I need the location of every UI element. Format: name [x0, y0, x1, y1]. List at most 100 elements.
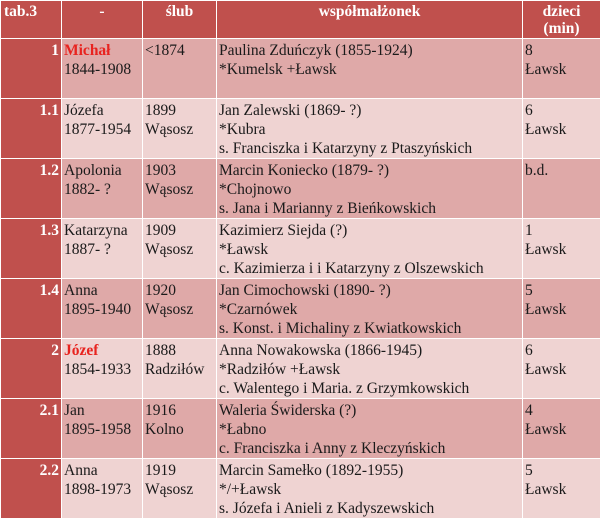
- spouse-parents: [219, 79, 520, 98]
- children-cell: 5 Ławsk: [523, 459, 600, 519]
- row-index: 1.1: [1, 99, 62, 159]
- person-name: Józefa: [64, 101, 140, 120]
- row-index: 2.1: [1, 399, 62, 459]
- table-row: 2.1 Jan 1895-1958 1916 Kolno Waleria Świ…: [1, 399, 600, 459]
- children-cell: b.d.: [523, 159, 600, 219]
- children-place: Ławsk: [525, 480, 598, 499]
- spouse-detail: *Kubra: [219, 120, 520, 139]
- person-name: Jan: [64, 401, 140, 420]
- spouse-parents: c. Kazimierza i i Katarzyny z Olszewskic…: [219, 259, 520, 278]
- person-name: Józef: [64, 341, 140, 360]
- children-place: Ławsk: [525, 120, 598, 139]
- person-cell: Anna 1895-1940: [62, 279, 143, 339]
- children-count: 8: [525, 41, 598, 60]
- spouse-parents: s. Konst. i Michaliny z Kwiatkowskich: [219, 319, 520, 338]
- spouse-cell: Marcin Koniecko (1879- ?) *Chojnowo s. J…: [217, 159, 523, 219]
- spouse-detail: *Chojnowo: [219, 180, 520, 199]
- spouse-cell: Waleria Świderska (?) *Łabno c. Francisz…: [217, 399, 523, 459]
- marriage-place: Wąsosz: [145, 300, 214, 319]
- header-marriage: ślub: [143, 1, 217, 39]
- person-years: 1887- ?: [64, 240, 140, 259]
- row-index: 1.2: [1, 159, 62, 219]
- spouse-cell: Kazimierz Siejda (?) *Ławsk c. Kazimierz…: [217, 219, 523, 279]
- children-place: Ławsk: [525, 240, 598, 259]
- table-row: 1.2 Apolonia 1882- ? 1903 Wąsosz Marcin …: [1, 159, 600, 219]
- children-count: 6: [525, 341, 598, 360]
- header-row: tab.3 - ślub współmałżonek dzieci (min): [1, 1, 600, 39]
- spouse-name: Jan Cimochowski (1890- ?): [219, 281, 520, 300]
- marriage-cell: <1874: [143, 39, 217, 99]
- person-name: Anna: [64, 461, 140, 480]
- spouse-cell: Marcin Samełko (1892-1955) */+Ławsk s. J…: [217, 459, 523, 519]
- header-children: dzieci (min): [523, 1, 600, 39]
- children-place: [525, 180, 598, 199]
- person-years: 1854-1933: [64, 360, 140, 379]
- row-index: 2.2: [1, 459, 62, 519]
- children-count: b.d.: [525, 161, 598, 180]
- person-name: Katarzyna: [64, 221, 140, 240]
- spouse-parents: c. Walentego i Maria. z Grzymkowskich: [219, 379, 520, 398]
- marriage-cell: 1899 Wąsosz: [143, 99, 217, 159]
- spouse-name: Jan Zalewski (1869- ?): [219, 101, 520, 120]
- spouse-detail: *Radziłów +Ławsk: [219, 360, 520, 379]
- person-cell: Anna 1898-1973: [62, 459, 143, 519]
- person-cell: Józefa 1877-1954: [62, 99, 143, 159]
- children-count: 6: [525, 101, 598, 120]
- spouse-name: Anna Nowakowska (1866-1945): [219, 341, 520, 360]
- spouse-name: Waleria Świderska (?): [219, 401, 520, 420]
- person-cell: Jan 1895-1958: [62, 399, 143, 459]
- person-cell: Michał 1844-1908: [62, 39, 143, 99]
- marriage-place: Radziłów: [145, 360, 214, 379]
- spouse-cell: Jan Cimochowski (1890- ?) *Czarnówek s. …: [217, 279, 523, 339]
- table-row: 1.1 Józefa 1877-1954 1899 Wąsosz Jan Zal…: [1, 99, 600, 159]
- header-children-line1: dzieci: [525, 3, 598, 20]
- table-row: 2.2 Anna 1898-1973 1919 Wąsosz Marcin Sa…: [1, 459, 600, 519]
- table-row: 1 Michał 1844-1908 <1874 Paulina Zduńczy…: [1, 39, 600, 99]
- table-row: 1.3 Katarzyna 1887- ? 1909 Wąsosz Kazimi…: [1, 219, 600, 279]
- children-place: Ławsk: [525, 420, 598, 439]
- person-years: 1877-1954: [64, 120, 140, 139]
- spouse-parents: s. Jana i Marianny z Bieńkowskich: [219, 199, 520, 218]
- spouse-name: Marcin Samełko (1892-1955): [219, 461, 520, 480]
- table-row: 1.4 Anna 1895-1940 1920 Wąsosz Jan Cimoc…: [1, 279, 600, 339]
- person-cell: Katarzyna 1887- ?: [62, 219, 143, 279]
- spouse-detail: *Czarnówek: [219, 300, 520, 319]
- marriage-year: 1899: [145, 101, 214, 120]
- header-index: tab.3: [1, 1, 62, 39]
- children-place: Ławsk: [525, 60, 598, 79]
- marriage-place: Kolno: [145, 420, 214, 439]
- person-years: 1895-1958: [64, 420, 140, 439]
- marriage-cell: 1916 Kolno: [143, 399, 217, 459]
- children-count: 5: [525, 281, 598, 300]
- person-years: 1895-1940: [64, 300, 140, 319]
- marriage-year: 1888: [145, 341, 214, 360]
- children-count: 5: [525, 461, 598, 480]
- person-cell: Józef 1854-1933: [62, 339, 143, 399]
- spouse-detail: *Łabno: [219, 420, 520, 439]
- children-cell: 6 Ławsk: [523, 99, 600, 159]
- children-cell: 6 Ławsk: [523, 339, 600, 399]
- children-place: Ławsk: [525, 360, 598, 379]
- marriage-cell: 1920 Wąsosz: [143, 279, 217, 339]
- children-cell: 4 Ławsk: [523, 399, 600, 459]
- children-count: 4: [525, 401, 598, 420]
- person-cell: Apolonia 1882- ?: [62, 159, 143, 219]
- children-cell: 8 Ławsk: [523, 39, 600, 99]
- person-years: 1898-1973: [64, 480, 140, 499]
- header-children-line2: (min): [525, 20, 598, 37]
- header-name: -: [62, 1, 143, 39]
- spouse-parents: s. Józefa i Anieli z Kadyszewskich: [219, 499, 520, 518]
- marriage-cell: 1909 Wąsosz: [143, 219, 217, 279]
- spouse-cell: Jan Zalewski (1869- ?) *Kubra s. Francis…: [217, 99, 523, 159]
- marriage-year: 1916: [145, 401, 214, 420]
- marriage-cell: 1919 Wąsosz: [143, 459, 217, 519]
- row-index: 2: [1, 339, 62, 399]
- header-spouse: współmałżonek: [217, 1, 523, 39]
- spouse-name: Paulina Zduńczyk (1855-1924): [219, 41, 520, 60]
- spouse-cell: Anna Nowakowska (1866-1945) *Radziłów +Ł…: [217, 339, 523, 399]
- person-name: Apolonia: [64, 161, 140, 180]
- row-index: 1.3: [1, 219, 62, 279]
- spouse-detail: *Ławsk: [219, 240, 520, 259]
- children-cell: 1 Ławsk: [523, 219, 600, 279]
